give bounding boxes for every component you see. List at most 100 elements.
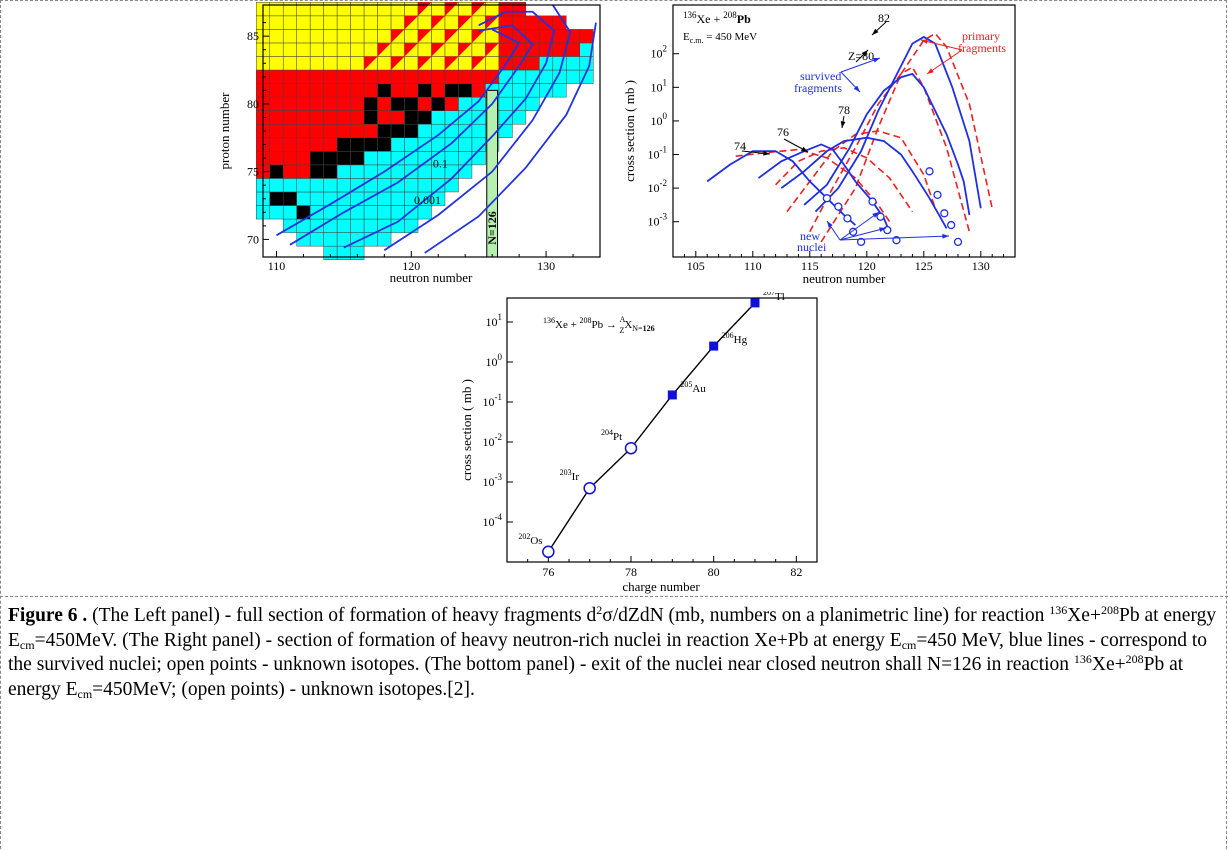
nuclide-cell (296, 96, 311, 111)
nuclide-cell (444, 178, 459, 193)
nuclide-cell (350, 218, 365, 233)
nuclide-cell (350, 56, 365, 71)
nuclide-cell (404, 83, 419, 98)
series-n126: 202Os 203Ir 204Pt 205Au 206Hg 207Tl (518, 292, 785, 559)
nuclide-cell (458, 151, 473, 166)
nuclide-cell (552, 56, 567, 71)
survived-fragment-curve (757, 143, 891, 233)
nuclide-cell (309, 110, 324, 125)
y-tick-label: 101 (651, 77, 668, 94)
nuclide-cell (336, 69, 351, 84)
nuclide-cell-edge (444, 2, 459, 16)
nuclide-cell (309, 2, 324, 17)
nuclide-cell (282, 137, 297, 152)
data-label: 206Hg (722, 331, 748, 346)
nuclide-cell (390, 42, 405, 57)
nuclide-cell (323, 164, 338, 179)
new-nuclei-point (876, 212, 885, 221)
contour-line (424, 22, 597, 254)
survived-fragment-curve (814, 35, 982, 213)
nuclide-cell (269, 2, 284, 17)
new-nuclei-point (883, 225, 892, 235)
nuclide-cell-edge (404, 42, 419, 57)
nuclide-cell (336, 15, 351, 30)
nuclide-cell (296, 56, 311, 71)
nuclide-cell (431, 29, 446, 44)
nuclide-cell (377, 205, 392, 220)
nuclide-cell (350, 69, 365, 84)
nuclide-cell (269, 137, 284, 152)
x-tick-label: 78 (625, 565, 637, 579)
nuclide-cell (390, 2, 405, 17)
nuclide-cell (323, 123, 338, 139)
y-tick-label: 10-2 (483, 432, 503, 449)
nuclide-cell (323, 2, 338, 17)
label-74-arrow-head (763, 150, 770, 156)
nuclide-cell (282, 178, 297, 193)
nuclide-cell (377, 96, 392, 111)
nuclide-cell (431, 69, 446, 84)
new-nuclei-arrow-1-head (872, 212, 879, 218)
nuclide-cell (296, 178, 311, 193)
x-tick-label: 80 (708, 565, 720, 579)
nuclide-cell (377, 137, 392, 152)
nuclide-cell (309, 164, 324, 179)
right-panel-chart: 105 110 115 120 125 130 102 101 100 10-1 10-2 10-3… (622, 4, 1016, 286)
nuclide-cell (296, 110, 311, 125)
contour-lines (276, 4, 597, 254)
data-label: 207Tl (763, 292, 785, 303)
nuclide-cell (417, 110, 432, 125)
nuclide-cell-edge (418, 29, 432, 43)
nuclide-cell (309, 232, 324, 247)
nuclide-cell (296, 83, 311, 98)
curve-label-82: 82 (878, 11, 890, 25)
nuclide-cell (323, 232, 338, 247)
nuclide-cell (296, 218, 311, 233)
nuclide-cell (309, 191, 324, 206)
nuclide-cell (471, 42, 486, 57)
survived-fragments-label: survived fragments (794, 69, 842, 95)
nuclide-cell (350, 42, 365, 57)
nuclide-cell (471, 96, 486, 111)
nuclide-cell (269, 191, 284, 206)
nuclide-cell (323, 151, 338, 166)
survived-fragment-curve (803, 72, 971, 216)
x-tick-label: 76 (542, 565, 554, 579)
nuclide-cell (269, 83, 284, 98)
data-label: 205Au (680, 380, 706, 395)
survived-arrow-1 (840, 57, 881, 73)
primary-arrow-1 (920, 39, 963, 51)
nuclide-cell (390, 83, 405, 98)
nuclide-cell-edge (485, 15, 499, 30)
nuclide-cell (282, 96, 297, 111)
nuclide-cell (350, 110, 365, 125)
nuclide-cell (512, 83, 527, 98)
nuclide-cell (296, 15, 311, 30)
nuclide-cell (363, 29, 378, 44)
nuclide-cell (309, 178, 324, 193)
contour-line (276, 28, 521, 237)
nuclide-cell (336, 2, 351, 17)
nuclide-cell (269, 69, 284, 84)
nuclide-cell (336, 56, 351, 71)
data-point (583, 481, 596, 495)
nuclide-cell (309, 29, 324, 44)
label-82-arrow-head (872, 28, 879, 35)
nuclide-cell-edge (471, 56, 486, 71)
nuclide-cell (296, 151, 311, 166)
nuclide-cell (512, 96, 527, 111)
new-nuclei-point (933, 190, 942, 199)
bottom-panel-chart: 76 78 80 82 101 100 10-1 10-2 10-3 10-4 202Os 203… (459, 292, 818, 594)
new-nuclei-arrow-3 (839, 235, 950, 241)
nuclide-cell (269, 110, 284, 125)
nuclide-cell-edge (431, 15, 445, 30)
nuclide-cell (336, 42, 351, 57)
x-tick-label: 130 (972, 259, 990, 273)
nuclide-cell (309, 96, 324, 111)
x-tick-label: 110 (744, 259, 762, 273)
y-tick-label: 10-3 (648, 212, 668, 229)
nuclide-cell (363, 69, 378, 84)
nuclide-cell (377, 69, 392, 84)
nuclide-cell (323, 15, 338, 30)
nuclide-cell (336, 29, 351, 44)
